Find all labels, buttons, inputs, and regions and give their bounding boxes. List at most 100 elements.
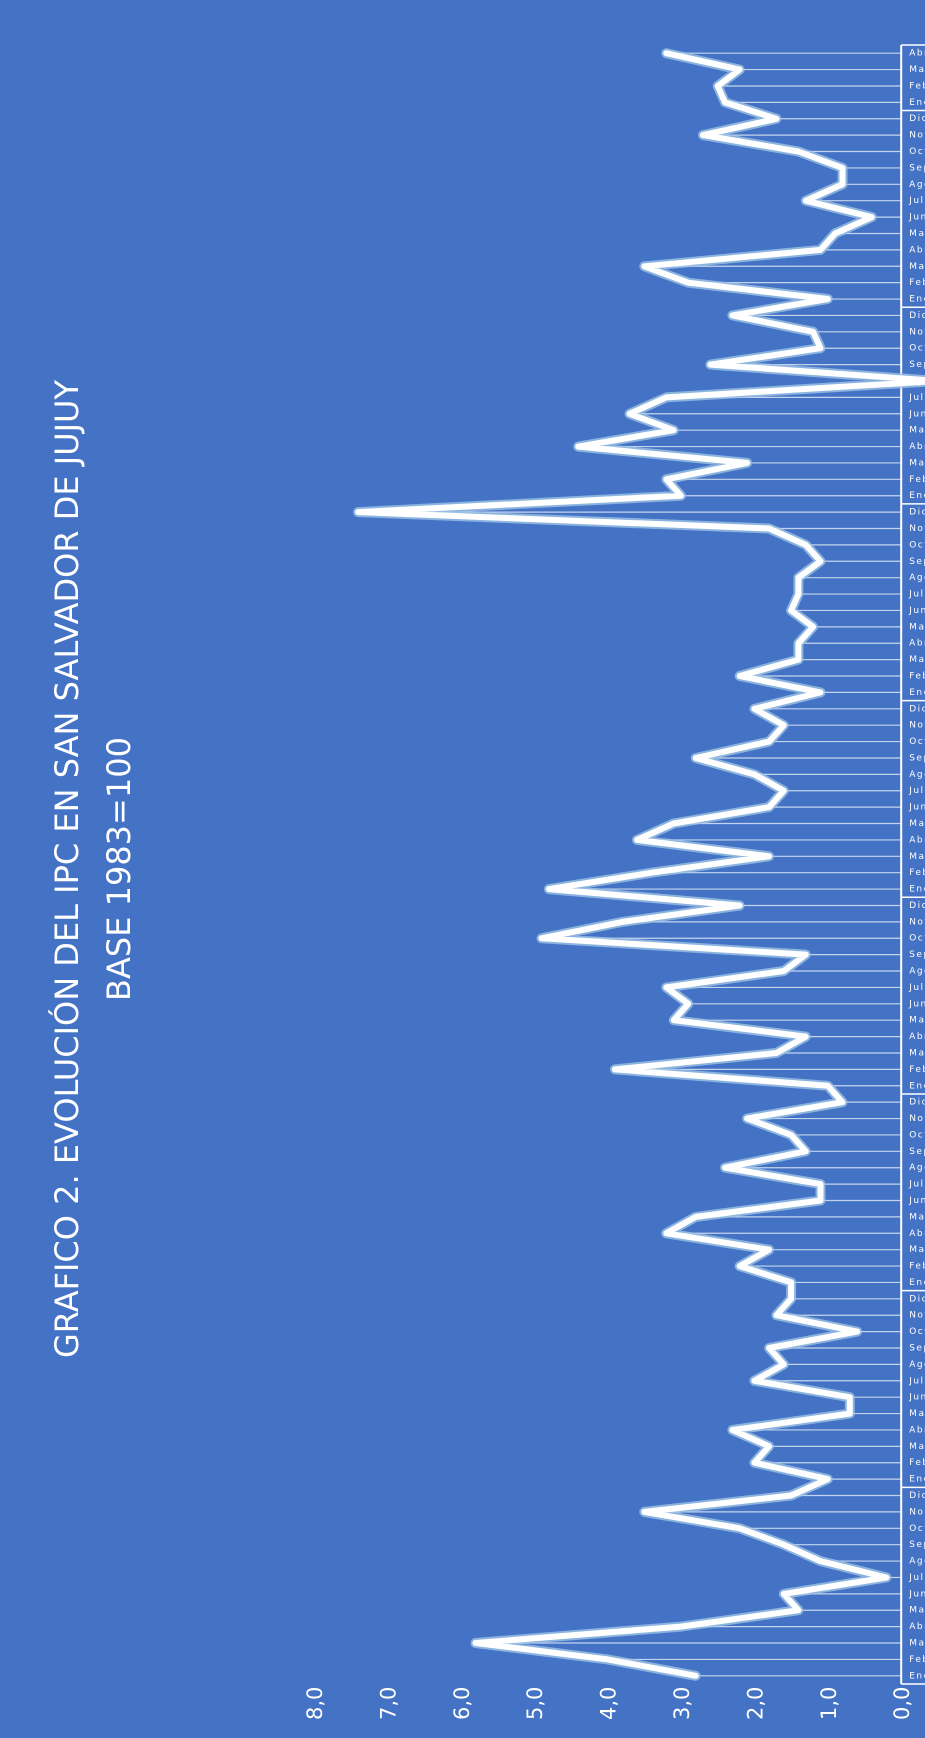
month-label: Abril (909, 1622, 925, 1632)
month-label: Abril (909, 1032, 925, 1042)
month-label: Abril (909, 835, 925, 845)
data-point (847, 1394, 853, 1400)
month-label: Mayo (909, 622, 925, 632)
month-label: Septiembre (909, 360, 925, 370)
x-axis-month-labels: Enero Febrero Marzo Abril Mayo Junio Julio Agos… (908, 49, 925, 1682)
month-label: Diciembre (909, 508, 925, 518)
chart-title: GRAFICO 2. EVOLUCIÓN DEL IPC EN SAN SALV… (47, 380, 86, 1359)
month-label: Febrero (909, 672, 925, 682)
data-point (744, 460, 750, 466)
data-point (612, 1066, 618, 1072)
data-point (817, 247, 824, 253)
month-label: Enero (909, 1278, 925, 1288)
month-label: Octubre (909, 737, 925, 747)
data-point (766, 738, 772, 745)
month-label: Enero (909, 1671, 925, 1681)
data-point (781, 722, 787, 728)
month-label: Marzo (909, 65, 925, 75)
data-point (832, 230, 838, 237)
month-label: Junio (908, 606, 925, 616)
month-label: Diciembre (909, 311, 925, 321)
month-label: Septiembre (909, 1344, 925, 1354)
data-point (671, 427, 677, 433)
data-point (773, 116, 780, 122)
data-point (795, 575, 802, 581)
data-point (751, 706, 758, 712)
data-point (722, 99, 728, 105)
data-point (781, 1591, 787, 1597)
month-label: Diciembre (909, 1491, 925, 1501)
y-tick-label: 5,0 (523, 1687, 547, 1720)
data-point (795, 591, 802, 597)
data-point (546, 886, 552, 892)
y-axis-tick-labels: -2,0-1,00,01,02,03,04,05,06,07,08,0 (303, 1687, 914, 1720)
data-point (627, 411, 633, 417)
data-point (766, 804, 772, 810)
month-label: Agosto (909, 180, 925, 190)
data-point (803, 198, 809, 204)
month-label: Noviembre (909, 917, 925, 927)
data-point (729, 1427, 735, 1433)
data-point (803, 1033, 809, 1040)
data-point (773, 1050, 780, 1056)
data-point (788, 1132, 794, 1138)
data-point (751, 1378, 758, 1384)
month-label: Agosto (909, 967, 925, 977)
month-label: Mayo (909, 1409, 925, 1419)
y-tick-label: 2,0 (743, 1687, 767, 1720)
month-label: Mayo (909, 1016, 925, 1026)
month-label: Julio (908, 1573, 925, 1583)
data-point (803, 542, 809, 548)
data-point (788, 1296, 794, 1302)
data-point (766, 1247, 772, 1253)
month-label: Febrero (909, 81, 925, 91)
y-tick-label: 6,0 (450, 1687, 474, 1720)
month-label: Junio (908, 1393, 925, 1403)
month-label: Septiembre (909, 557, 925, 567)
month-label: Enero (909, 885, 925, 895)
month-label: Agosto (909, 770, 925, 780)
data-point (678, 493, 684, 499)
data-point (825, 296, 831, 302)
month-label: Julio (908, 1180, 925, 1190)
month-label: Febrero (909, 1655, 925, 1665)
data-point (847, 1410, 853, 1417)
month-label: Febrero (909, 475, 925, 485)
data-point (825, 1476, 831, 1482)
data-point (700, 132, 706, 138)
data-point (605, 1656, 611, 1663)
data-point (766, 853, 772, 859)
data-point (781, 1542, 787, 1548)
data-point (693, 755, 699, 761)
data-point (634, 837, 640, 843)
month-label: Julio (908, 983, 925, 993)
data-point (795, 1607, 802, 1613)
series-line (353, 48, 925, 1681)
month-label: Enero (909, 688, 925, 698)
data-point (803, 952, 809, 958)
data-point (766, 1443, 772, 1449)
y-tick-label: 1,0 (817, 1687, 841, 1720)
month-label: Abril (909, 442, 925, 452)
data-point (788, 1492, 794, 1499)
y-tick-label: 0,0 (890, 1687, 914, 1720)
data-point (788, 1279, 794, 1286)
month-label: Noviembre (909, 1311, 925, 1321)
month-label: Febrero (909, 278, 925, 288)
month-label: Octubre (909, 1130, 925, 1140)
month-label: Junio (908, 213, 925, 223)
data-point (641, 1509, 647, 1515)
month-label: Marzo (909, 1442, 925, 1452)
data-point (795, 657, 802, 663)
data-point (839, 1099, 846, 1105)
data-point (693, 1214, 699, 1220)
month-label: Julio (908, 1376, 925, 1386)
data-point (825, 1083, 831, 1089)
month-label: Marzo (909, 262, 925, 272)
month-label: Septiembre (909, 1147, 925, 1157)
data-point (472, 1640, 479, 1646)
data-point (538, 935, 545, 941)
data-point (810, 624, 816, 630)
month-label: Agosto (909, 1163, 925, 1173)
